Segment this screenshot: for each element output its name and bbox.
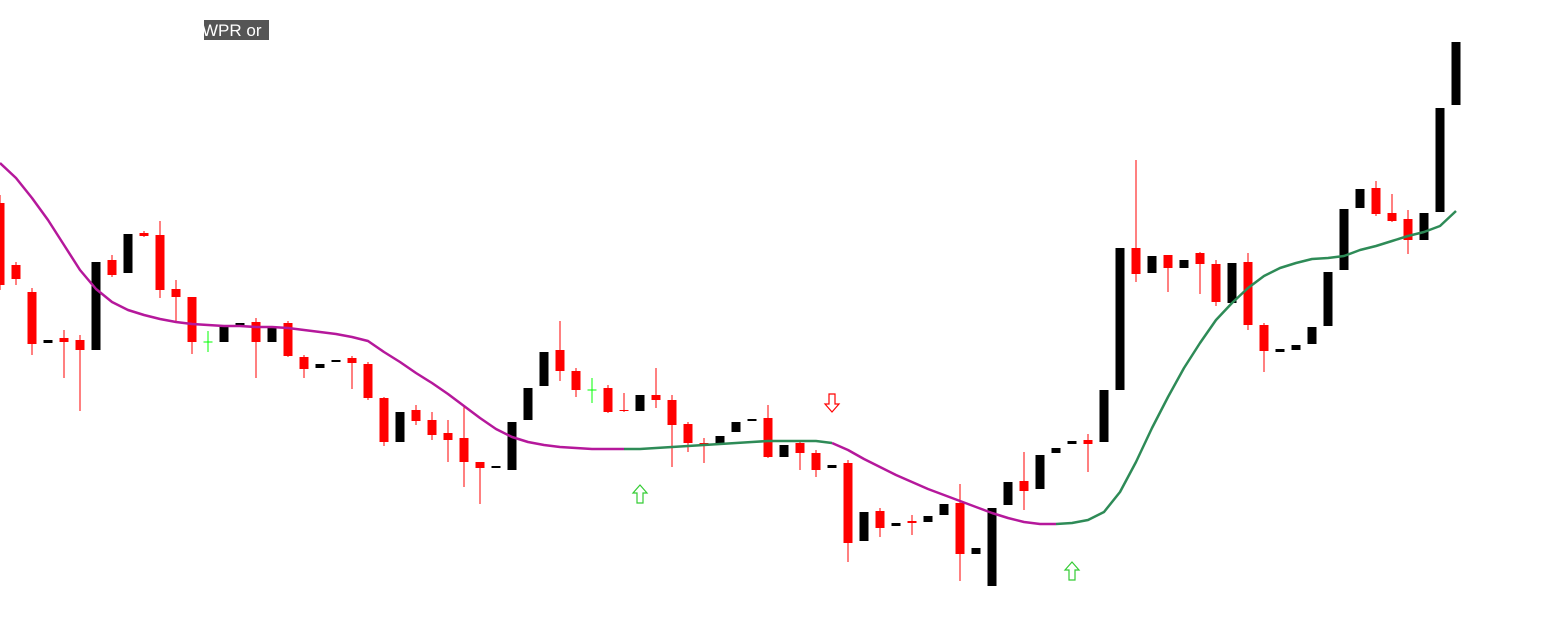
candle-body: [59, 338, 69, 342]
candle-body: [1259, 325, 1269, 351]
candle-body: [923, 516, 933, 522]
candle-body: [443, 433, 453, 440]
candle-body: [363, 364, 373, 398]
candle-body: [251, 322, 261, 342]
candle-body: [683, 424, 693, 443]
candle-body: [1035, 455, 1045, 489]
candle-body: [1323, 272, 1333, 326]
candle-body: [187, 297, 197, 342]
candle-body: [331, 360, 341, 362]
candle-body: [139, 233, 149, 236]
candle-body: [955, 503, 965, 554]
sell-arrow: [823, 393, 841, 413]
ma-line: [0, 162, 1056, 526]
candle-body: [1435, 108, 1445, 212]
ma-line: [624, 210, 1457, 526]
candle-body: [891, 523, 901, 526]
candle-body: [843, 463, 853, 543]
candle-body: [347, 358, 357, 363]
candle-body: [971, 548, 981, 554]
candle-body: [75, 340, 85, 350]
candle-body: [11, 265, 21, 279]
candle-body: [763, 418, 773, 457]
candle-body: [315, 364, 325, 368]
candle-body: [171, 289, 181, 297]
candle-body: [795, 443, 805, 453]
candle-body: [987, 508, 997, 586]
buy-arrow: [631, 484, 649, 504]
candle-body: [1051, 448, 1061, 453]
candle-body: [107, 260, 117, 275]
candle-body: [1419, 213, 1429, 240]
candle-body: [1211, 264, 1221, 302]
candle-body: [555, 350, 565, 371]
candle-body: [571, 371, 581, 390]
candle-body: [827, 465, 837, 468]
candle-body: [27, 292, 37, 344]
candle-body: [635, 395, 645, 411]
candle-body: [155, 235, 165, 290]
candle-body: [1099, 390, 1109, 442]
candle-body: [523, 388, 533, 420]
candle-body: [123, 234, 133, 273]
candle-body: [219, 327, 229, 342]
candle-body: [939, 504, 949, 515]
candle-body: [1019, 481, 1029, 491]
candle-body: [299, 357, 309, 369]
candle-body: [747, 419, 757, 421]
indicator-label: WPR or: [204, 20, 269, 40]
candle-body: [283, 323, 293, 356]
candle-body: [619, 410, 629, 411]
candle-body: [1291, 345, 1301, 350]
candle-body: [491, 466, 501, 468]
candle-body: [1307, 327, 1317, 344]
candle-body: [427, 420, 437, 435]
candle-body: [603, 388, 613, 412]
candle-body: [1339, 209, 1349, 270]
candle-body: [1451, 42, 1461, 105]
candle-body: [651, 395, 661, 400]
candle-body: [907, 521, 917, 523]
candle-body: [1371, 188, 1381, 214]
candle-body: [379, 398, 389, 442]
candle-body: [1179, 260, 1189, 268]
candle-body: [0, 203, 5, 285]
candle-body: [731, 422, 741, 432]
candle-body: [699, 443, 709, 444]
candle-body: [811, 453, 821, 470]
candle-body: [1067, 441, 1077, 444]
candle-body: [859, 512, 869, 541]
candle-body: [475, 462, 485, 468]
candle-body: [91, 262, 101, 350]
buy-arrow: [1063, 561, 1081, 581]
candle-body: [667, 400, 677, 425]
candle-body: [539, 352, 549, 386]
candle-body: [267, 327, 277, 342]
candle-body: [1131, 248, 1141, 274]
candle-body: [1355, 189, 1365, 208]
candle-body: [1275, 349, 1285, 352]
candle-body: [1243, 262, 1253, 325]
candle-body: [1083, 440, 1093, 444]
candle-body: [1115, 248, 1125, 390]
candle-body: [1163, 255, 1173, 268]
candle-body: [507, 422, 517, 470]
candle-body: [43, 340, 53, 343]
candle-body: [411, 410, 421, 421]
candle-body: [395, 412, 405, 442]
candle-body: [459, 438, 469, 462]
candle-body: [1227, 263, 1237, 303]
candle-body: [875, 511, 885, 528]
candle-body: [715, 436, 725, 443]
candle-body: [1003, 482, 1013, 505]
candle-body: [1403, 219, 1413, 240]
candle-body: [1147, 256, 1157, 273]
candle-body: [1195, 253, 1205, 264]
candle-body: [1387, 213, 1397, 221]
candle-body: [779, 445, 789, 457]
